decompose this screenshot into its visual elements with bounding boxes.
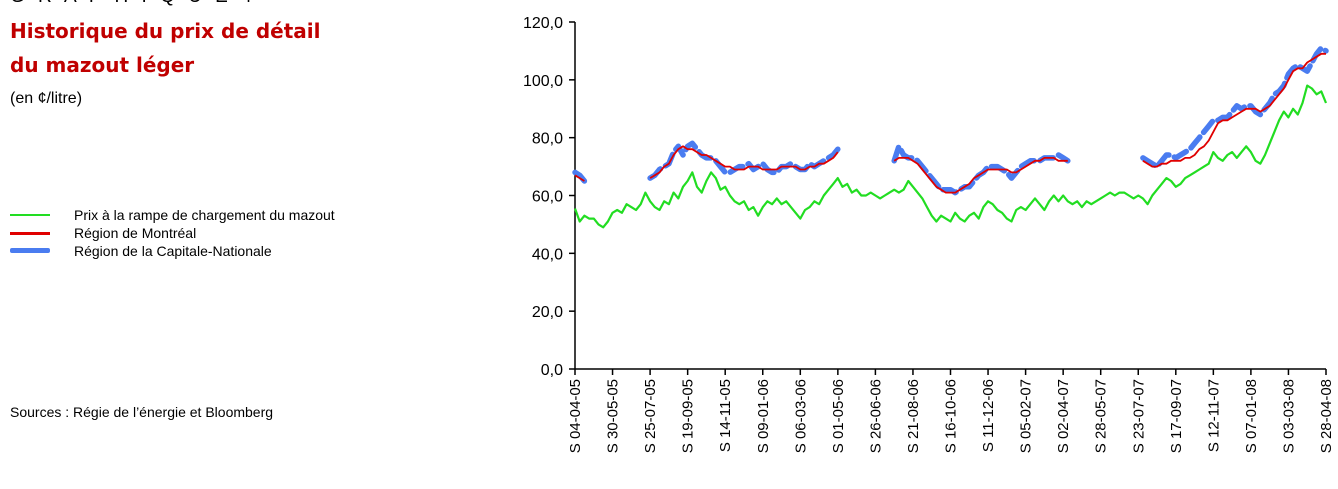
- x-tick-label: S 30-05-05: [605, 379, 622, 453]
- x-tick-label: S 23-07-07: [1130, 379, 1147, 453]
- series-line-montreal: [893, 157, 1068, 194]
- y-tick-label: 0,0: [541, 362, 563, 379]
- legend-item-montreal: Région de Montréal: [8, 225, 378, 241]
- x-tick-label: S 25-07-05: [642, 379, 659, 453]
- chart-title-line-1: Historique du prix de détail: [10, 19, 321, 43]
- x-tick-label: S 01-05-06: [830, 379, 847, 453]
- y-tick-label: 80,0: [532, 131, 563, 148]
- legend-item-capitale-nationale: Région de la Capitale-Nationale: [8, 243, 378, 259]
- x-tick-label: S 12-11-07: [1205, 379, 1222, 452]
- y-tick-label: 40,0: [532, 246, 563, 263]
- chart-caption: G R A P H I Q U E 4 Historique du prix d…: [0, 0, 440, 489]
- series-line-rampe: [573, 84, 1328, 229]
- x-tick-label: S 26-06-06: [867, 379, 884, 453]
- series-line-montreal: [1142, 52, 1326, 168]
- series-line-capitale-nationale: [891, 143, 1071, 196]
- x-tick-label: S 19-09-05: [680, 379, 697, 453]
- legend-item-rampe: Prix à la rampe de chargement du mazout: [8, 207, 378, 223]
- chart-sources: Sources : Régie de l’énergie et Bloomber…: [10, 404, 274, 420]
- x-tick-label: S 11-12-06: [980, 379, 997, 452]
- x-tick-label: S 28-05-07: [1093, 379, 1110, 453]
- x-tick-label: S 16-10-06: [943, 379, 960, 453]
- x-tick-label: S 02-04-07: [1055, 379, 1072, 453]
- x-tick-label: S 07-01-08: [1243, 379, 1260, 453]
- x-tick-label: S 04-04-05: [567, 379, 584, 453]
- x-tick-label: S 05-02-07: [1018, 379, 1035, 453]
- series-line-montreal: [574, 174, 585, 182]
- chart-legend: Prix à la rampe de chargement du mazout …: [8, 207, 378, 261]
- x-tick-label: S 28-04-08: [1318, 379, 1335, 453]
- legend-swatch-red: [10, 232, 50, 235]
- series-line-montreal: [649, 145, 839, 179]
- x-tick-label: S 14-11-05: [717, 379, 734, 452]
- legend-label: Région de la Capitale-Nationale: [74, 243, 272, 259]
- y-tick-label: 60,0: [532, 189, 563, 206]
- legend-label: Prix à la rampe de chargement du mazout: [74, 207, 335, 223]
- legend-label: Région de Montréal: [74, 225, 197, 241]
- x-tick-label: S 17-09-07: [1168, 379, 1185, 453]
- x-tick-label: S 21-08-06: [905, 379, 922, 453]
- y-tick-label: 120,0: [523, 15, 563, 32]
- chart-number: G R A P H I Q U E 4: [10, 0, 256, 8]
- x-tick-label: S 09-01-06: [755, 379, 772, 453]
- x-tick-label: S 06-03-06: [792, 379, 809, 453]
- x-tick-label: S 03-03-08: [1280, 379, 1297, 453]
- chart-title: Historique du prix de détail du mazout l…: [10, 14, 410, 82]
- y-tick-label: 100,0: [523, 73, 563, 90]
- y-tick-label: 20,0: [532, 304, 563, 321]
- chart-unit: (en ¢/litre): [10, 90, 83, 107]
- legend-swatch-blue: [10, 248, 50, 253]
- legend-swatch-green: [10, 214, 50, 216]
- chart-title-line-2: du mazout léger: [10, 53, 195, 77]
- series-line-capitale-nationale: [1140, 45, 1329, 170]
